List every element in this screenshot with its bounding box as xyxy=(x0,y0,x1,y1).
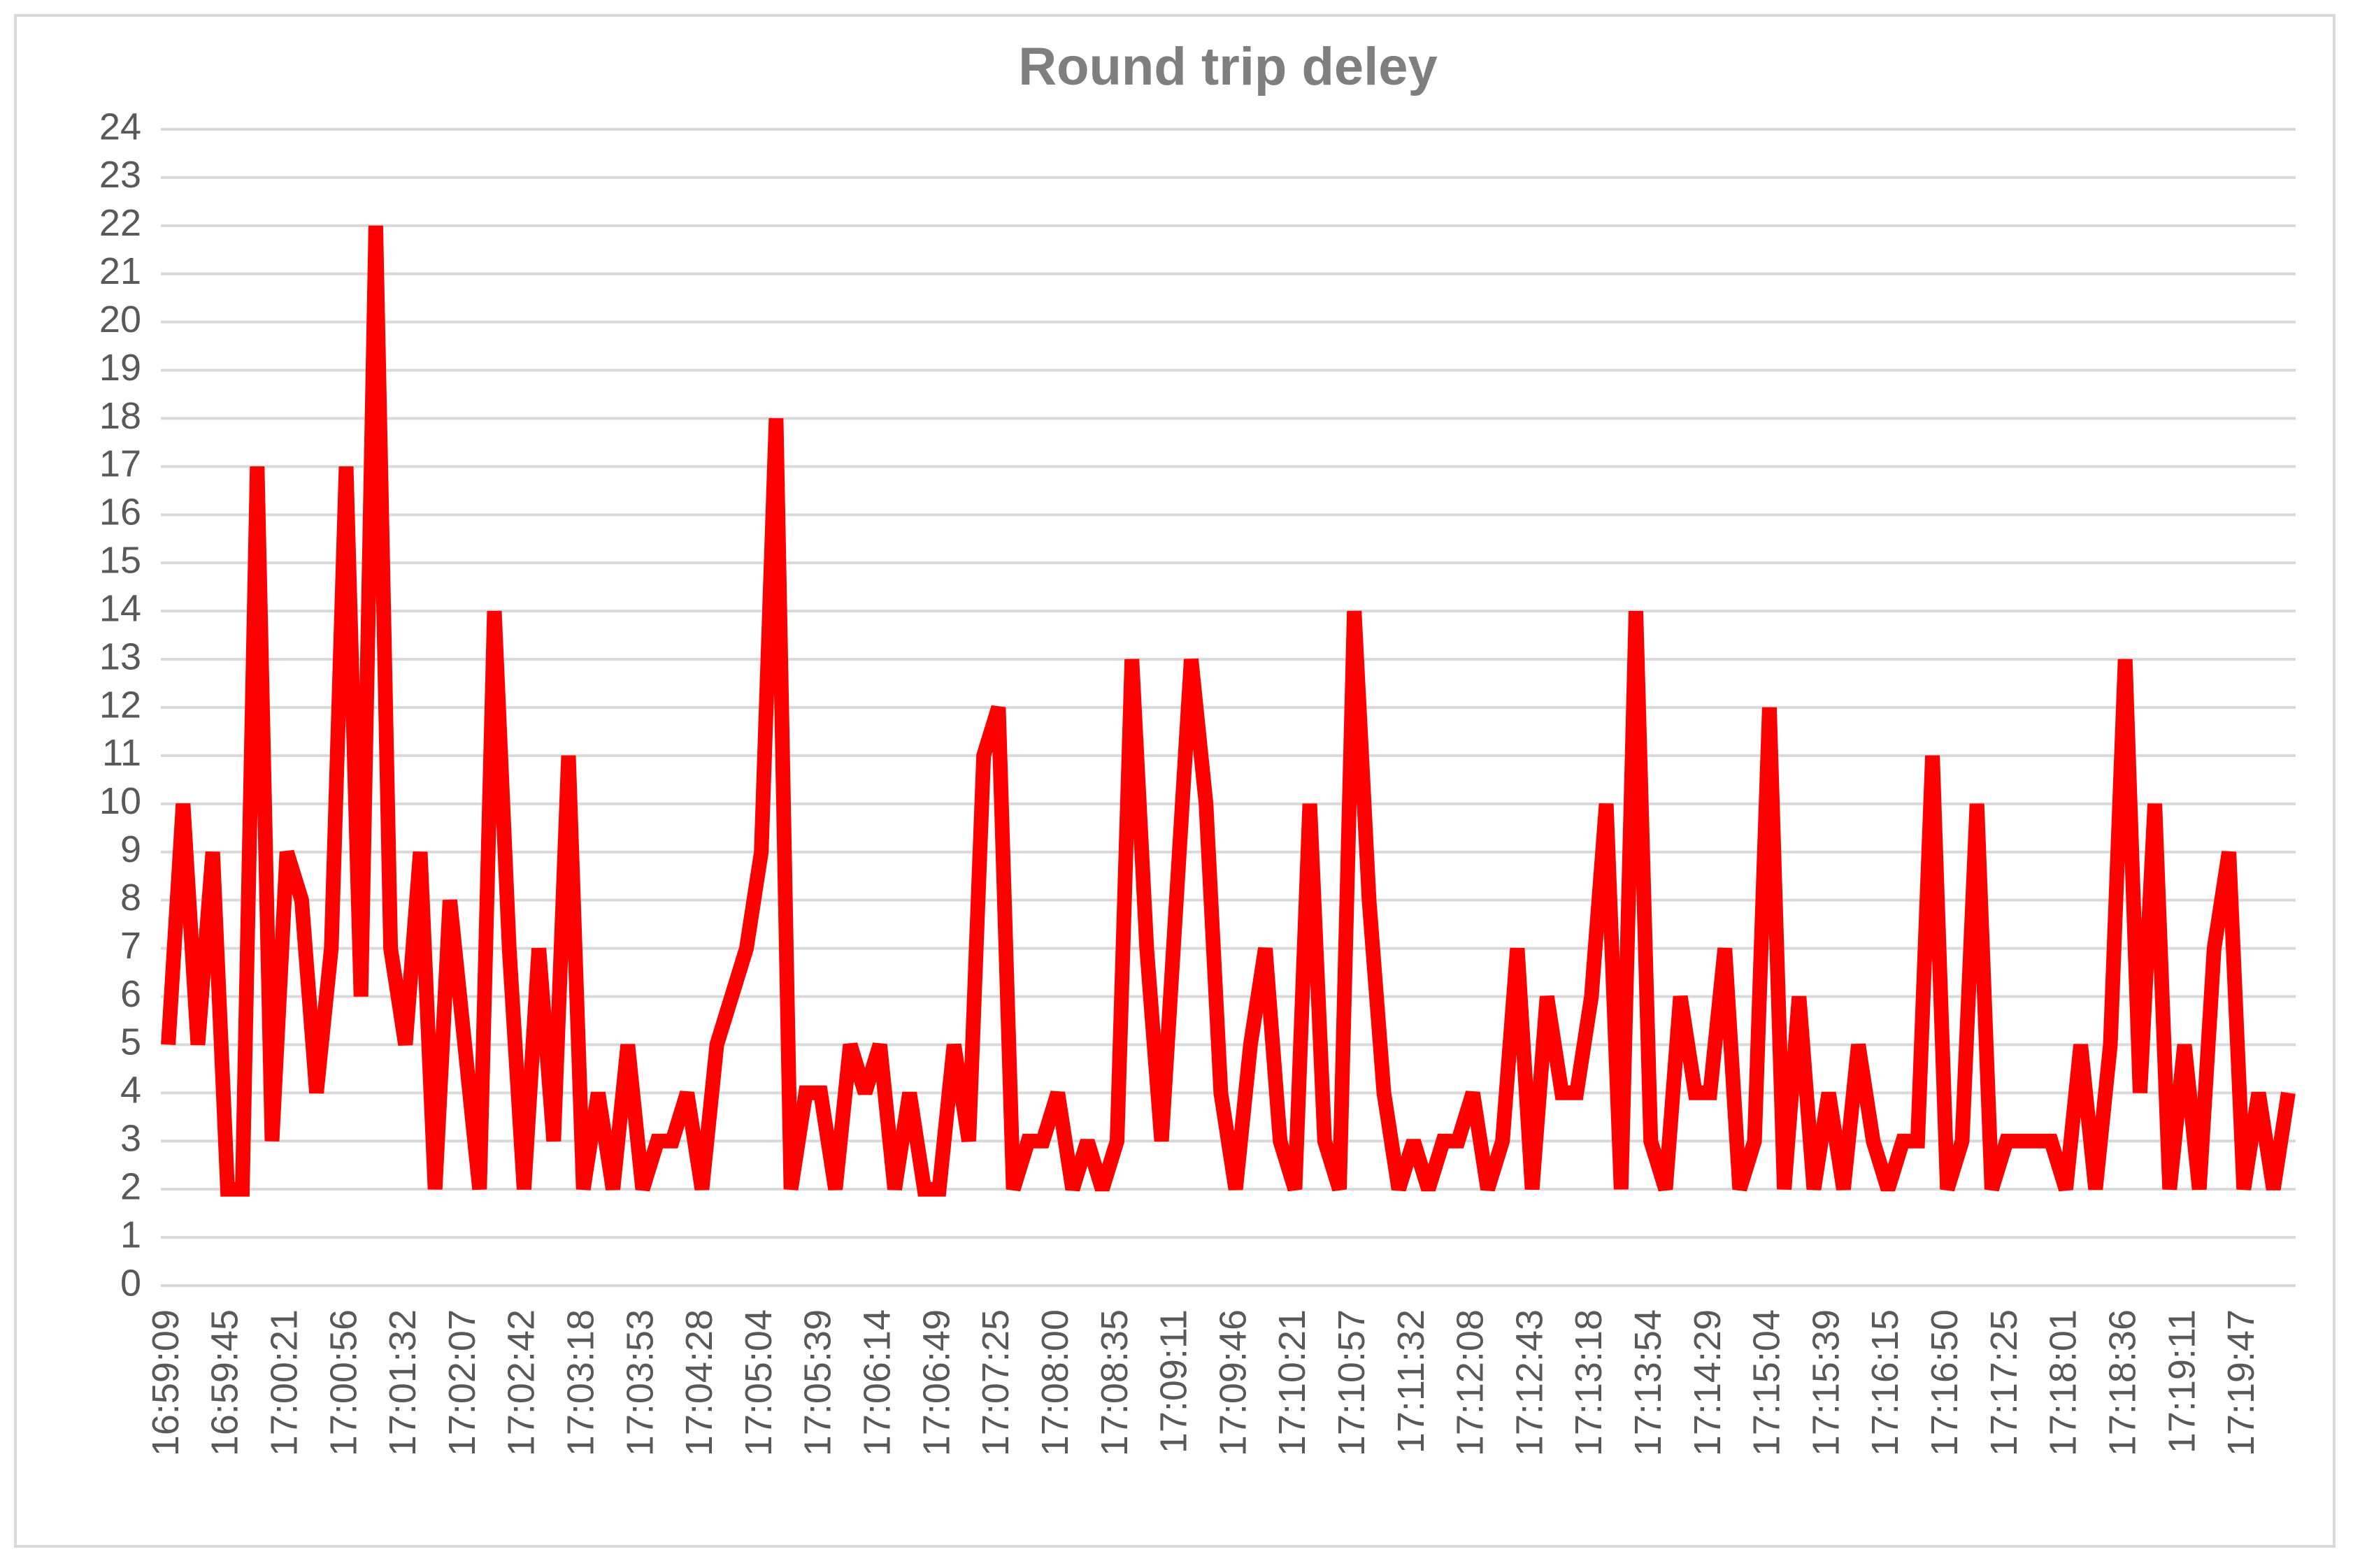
x-tick-label: 17:07:25 xyxy=(975,1309,1017,1456)
x-tick-label: 17:06:49 xyxy=(915,1309,957,1456)
y-tick-label: 24 xyxy=(99,106,141,148)
y-tick-label: 12 xyxy=(99,684,141,726)
x-tick-label: 17:17:25 xyxy=(1983,1309,2025,1456)
x-tick-label: 17:13:18 xyxy=(1568,1309,1610,1456)
x-tick-label: 17:10:21 xyxy=(1271,1309,1313,1456)
y-tick-label: 3 xyxy=(120,1118,141,1160)
x-tick-label: 17:15:39 xyxy=(1805,1309,1847,1456)
x-tick-label: 16:59:45 xyxy=(204,1309,246,1456)
data-line xyxy=(161,225,2296,1197)
x-tick-label: 17:02:07 xyxy=(441,1309,483,1456)
x-tick-label: 17:05:39 xyxy=(797,1309,839,1456)
x-tick-label: 16:59:09 xyxy=(145,1309,187,1456)
x-tick-label: 17:09:11 xyxy=(1153,1309,1195,1453)
x-tick-label: 17:18:01 xyxy=(2043,1309,2084,1456)
x-tick-label: 17:12:43 xyxy=(1508,1309,1550,1456)
x-tick-label: 17:16:15 xyxy=(1864,1309,1906,1456)
x-tick-label: 17:06:14 xyxy=(857,1309,899,1456)
x-tick-label: 17:10:57 xyxy=(1331,1309,1373,1456)
y-tick-label: 5 xyxy=(120,1021,141,1063)
y-tick-label: 6 xyxy=(120,973,141,1015)
x-tick-label: 17:03:53 xyxy=(619,1309,661,1456)
y-tick-label: 21 xyxy=(99,250,141,292)
y-tick-label: 20 xyxy=(99,299,141,340)
x-tick-label: 17:15:04 xyxy=(1746,1309,1788,1456)
y-tick-label: 7 xyxy=(120,925,141,967)
chart-title: Round trip deley xyxy=(1018,37,1438,96)
y-tick-label: 14 xyxy=(99,587,141,629)
y-tick-label: 2 xyxy=(120,1165,141,1207)
x-tick-label: 17:00:56 xyxy=(322,1309,364,1456)
y-tick-label: 15 xyxy=(99,540,141,582)
x-tick-label: 17:03:18 xyxy=(560,1309,602,1456)
x-tick-label: 17:12:08 xyxy=(1450,1309,1492,1456)
y-tick-label: 16 xyxy=(99,491,141,533)
x-tick-label: 17:19:47 xyxy=(2220,1309,2262,1456)
chart-border xyxy=(14,14,2336,1548)
x-tick-label: 17:08:00 xyxy=(1034,1309,1076,1456)
y-tick-label: 19 xyxy=(99,347,141,389)
y-tick-label: 0 xyxy=(120,1262,141,1304)
x-tick-label: 17:18:36 xyxy=(2101,1309,2143,1456)
y-tick-label: 9 xyxy=(120,828,141,870)
y-tick-label: 11 xyxy=(102,732,141,774)
x-tick-label: 17:05:04 xyxy=(738,1309,780,1456)
x-tick-label: 17:01:32 xyxy=(382,1309,424,1456)
y-tick-label: 17 xyxy=(99,443,141,485)
y-tick-label: 1 xyxy=(120,1214,141,1256)
x-tick-label: 17:14:29 xyxy=(1687,1309,1729,1456)
x-tick-label: 17:16:50 xyxy=(1924,1309,1966,1456)
y-tick-label: 23 xyxy=(99,154,141,196)
y-tick-label: 18 xyxy=(99,395,141,437)
x-tick-label: 17:09:46 xyxy=(1212,1309,1254,1456)
y-tick-label: 8 xyxy=(120,877,141,919)
y-tick-label: 4 xyxy=(120,1070,141,1112)
y-tick-label: 10 xyxy=(99,780,141,822)
x-tick-label: 17:08:35 xyxy=(1094,1309,1136,1456)
y-tick-label: 22 xyxy=(99,202,141,244)
x-tick-label: 17:02:42 xyxy=(501,1309,543,1456)
x-tick-label: 17:13:54 xyxy=(1627,1309,1669,1456)
y-tick-label: 13 xyxy=(99,635,141,677)
x-tick-label: 17:04:28 xyxy=(678,1309,720,1456)
x-tick-label: 17:19:11 xyxy=(2161,1309,2203,1453)
x-tick-label: 17:11:32 xyxy=(1390,1309,1432,1453)
x-tick-label: 17:00:21 xyxy=(263,1309,305,1456)
